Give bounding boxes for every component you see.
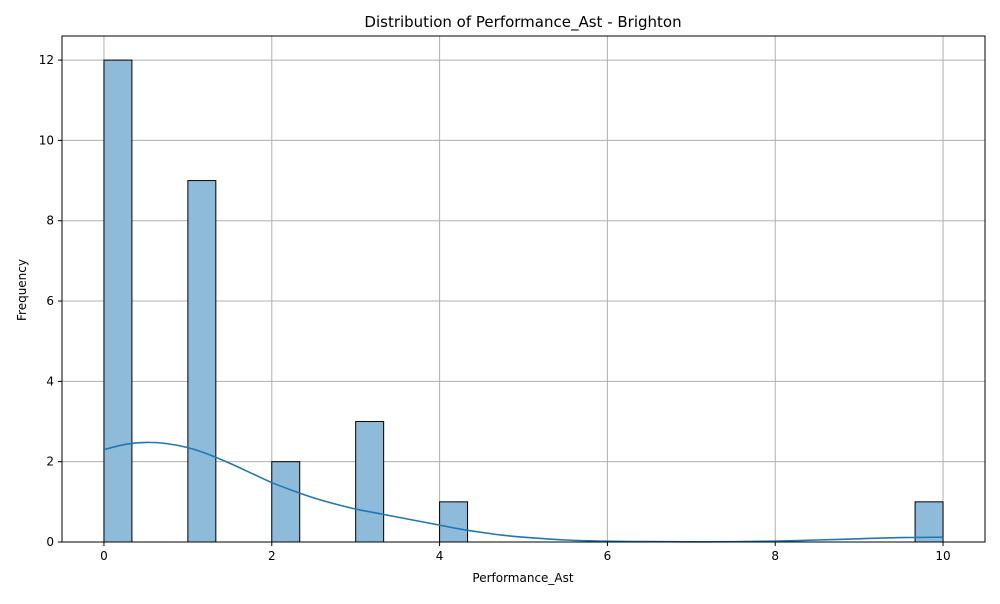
y-tick-label: 0 (46, 535, 54, 549)
x-tick-label: 4 (436, 549, 444, 563)
histogram-bar-1 (103, 59, 133, 543)
x-tick-label: 8 (771, 549, 779, 563)
histogram-bar-2 (187, 180, 217, 543)
histogram-bar-3 (271, 461, 301, 543)
chart-title: Distribution of Performance_Ast - Bright… (364, 13, 681, 32)
y-tick-label: 2 (46, 455, 54, 469)
x-axis-label: Performance_Ast (472, 571, 574, 585)
histogram-bar-4 (355, 421, 385, 543)
x-tick-label: 6 (604, 549, 612, 563)
y-axis-label: Frequency (15, 259, 29, 321)
kde-layer (103, 441, 944, 543)
x-tick-label: 10 (935, 549, 950, 563)
histogram-bar-6 (914, 501, 944, 543)
y-tick-label: 12 (39, 53, 54, 67)
x-ticks: 0 2 4 6 8 10 (100, 542, 951, 563)
kde-curve (103, 441, 944, 543)
y-tick-label: 4 (46, 374, 54, 388)
histogram-bar-5 (439, 501, 469, 543)
y-ticks: 0 2 4 6 8 10 12 (39, 53, 62, 549)
y-tick-label: 10 (39, 133, 54, 147)
bars-layer (103, 59, 944, 543)
x-tick-label: 2 (268, 549, 276, 563)
y-tick-label: 8 (46, 214, 54, 228)
x-tick-label: 0 (100, 549, 108, 563)
y-tick-label: 6 (46, 294, 54, 308)
plot-frame (61, 35, 986, 543)
